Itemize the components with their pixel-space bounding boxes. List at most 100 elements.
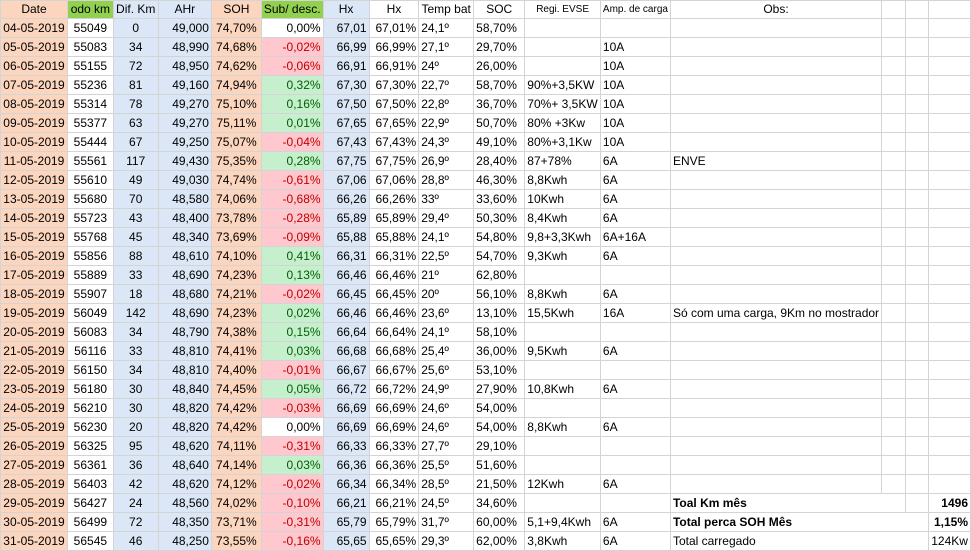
header-empty[interactable] bbox=[881, 0, 907, 19]
dif-km-cell[interactable]: 70 bbox=[112, 189, 159, 209]
empty-cell[interactable] bbox=[928, 284, 971, 304]
hx-pct-cell[interactable]: 67,50% bbox=[368, 94, 420, 114]
sub-desc-cell[interactable]: -0,04% bbox=[260, 132, 324, 152]
amp-carga-cell[interactable]: 6A bbox=[599, 246, 671, 266]
dif-km-cell[interactable]: 24 bbox=[112, 493, 159, 513]
obs-cell[interactable] bbox=[669, 417, 883, 437]
sub-desc-cell[interactable]: -0,10% bbox=[260, 493, 324, 513]
odo-km-cell[interactable]: 56427 bbox=[67, 493, 114, 513]
date-cell[interactable]: 28-05-2019 bbox=[0, 474, 68, 494]
date-cell[interactable]: 14-05-2019 bbox=[0, 208, 68, 228]
empty-cell[interactable] bbox=[881, 398, 907, 418]
soh-cell[interactable]: 74,40% bbox=[210, 360, 262, 380]
regi-evse-cell[interactable]: 87+78% bbox=[524, 151, 601, 171]
soc-cell[interactable]: 34,60% bbox=[473, 493, 526, 513]
regi-evse-cell[interactable]: 3,8Kwh bbox=[524, 531, 601, 551]
hx-cell[interactable]: 66,69 bbox=[322, 417, 370, 437]
empty-cell[interactable] bbox=[905, 227, 930, 247]
temp-bat-cell[interactable]: 24,1º bbox=[418, 18, 475, 38]
sub-desc-cell[interactable]: -0,03% bbox=[260, 398, 324, 418]
soc-cell[interactable]: 28,40% bbox=[473, 151, 526, 171]
empty-cell[interactable] bbox=[928, 227, 971, 247]
regi-evse-cell[interactable] bbox=[524, 360, 601, 380]
soh-cell[interactable]: 74,02% bbox=[210, 493, 262, 513]
empty-cell[interactable] bbox=[905, 398, 930, 418]
empty-cell[interactable] bbox=[928, 56, 971, 76]
regi-evse-cell[interactable] bbox=[524, 436, 601, 456]
odo-km-cell[interactable]: 56049 bbox=[67, 303, 114, 323]
sub-desc-cell[interactable]: -0,16% bbox=[260, 531, 324, 551]
soh-cell[interactable]: 74,11% bbox=[210, 436, 262, 456]
empty-cell[interactable] bbox=[905, 284, 930, 304]
temp-bat-cell[interactable]: 22,5º bbox=[418, 246, 475, 266]
empty-cell[interactable] bbox=[905, 493, 930, 513]
soc-cell[interactable]: 46,30% bbox=[473, 170, 526, 190]
temp-bat-cell[interactable]: 24,6º bbox=[418, 398, 475, 418]
obs-cell[interactable] bbox=[669, 341, 883, 361]
odo-km-cell[interactable]: 55155 bbox=[67, 56, 114, 76]
amp-carga-cell[interactable] bbox=[599, 265, 671, 285]
empty-cell[interactable] bbox=[905, 208, 930, 228]
regi-evse-cell[interactable]: 9,8+3,3Kwh bbox=[524, 227, 601, 247]
date-cell[interactable]: 22-05-2019 bbox=[0, 360, 68, 380]
ahr-cell[interactable]: 49,000 bbox=[157, 18, 212, 38]
hx-pct-cell[interactable]: 66,33% bbox=[368, 436, 420, 456]
hx-pct-cell[interactable]: 66,36% bbox=[368, 455, 420, 475]
odo-km-cell[interactable]: 55680 bbox=[67, 189, 114, 209]
ahr-cell[interactable]: 48,620 bbox=[157, 474, 212, 494]
soc-cell[interactable]: 58,10% bbox=[473, 322, 526, 342]
sub-desc-cell[interactable]: -0,31% bbox=[260, 512, 324, 532]
regi-evse-cell[interactable]: 10Kwh bbox=[524, 189, 601, 209]
amp-carga-cell[interactable]: 10A bbox=[599, 37, 671, 57]
sub-desc-cell[interactable]: 0,03% bbox=[260, 455, 324, 475]
sub-desc-cell[interactable]: -0,02% bbox=[260, 37, 324, 57]
empty-cell[interactable] bbox=[928, 341, 971, 361]
hx-pct-cell[interactable]: 65,88% bbox=[368, 227, 420, 247]
empty-cell[interactable] bbox=[905, 113, 930, 133]
empty-cell[interactable] bbox=[928, 455, 971, 475]
soc-cell[interactable]: 53,10% bbox=[473, 360, 526, 380]
ahr-cell[interactable]: 48,400 bbox=[157, 208, 212, 228]
obs-cell[interactable] bbox=[669, 18, 883, 38]
hx-pct-cell[interactable]: 66,91% bbox=[368, 56, 420, 76]
hx-pct-cell[interactable]: 66,72% bbox=[368, 379, 420, 399]
hx-cell[interactable]: 66,31 bbox=[322, 246, 370, 266]
soc-cell[interactable]: 29,70% bbox=[473, 37, 526, 57]
empty-cell[interactable] bbox=[905, 474, 930, 494]
dif-km-cell[interactable]: 88 bbox=[112, 246, 159, 266]
dif-km-cell[interactable]: 30 bbox=[112, 379, 159, 399]
hx-cell[interactable]: 65,79 bbox=[322, 512, 370, 532]
hx-cell[interactable]: 67,43 bbox=[322, 132, 370, 152]
dif-km-cell[interactable]: 45 bbox=[112, 227, 159, 247]
hx-pct-cell[interactable]: 67,75% bbox=[368, 151, 420, 171]
empty-cell[interactable] bbox=[928, 436, 971, 456]
sub-desc-cell[interactable]: -0,06% bbox=[260, 56, 324, 76]
hx-pct-cell[interactable]: 66,99% bbox=[368, 37, 420, 57]
odo-km-cell[interactable]: 55083 bbox=[67, 37, 114, 57]
obs-cell[interactable] bbox=[669, 113, 883, 133]
sub-desc-cell[interactable]: 0,00% bbox=[260, 18, 324, 38]
empty-cell[interactable] bbox=[881, 113, 907, 133]
odo-km-cell[interactable]: 55856 bbox=[67, 246, 114, 266]
regi-evse-cell[interactable]: 9,5Kwh bbox=[524, 341, 601, 361]
obs-cell[interactable] bbox=[669, 398, 883, 418]
soc-cell[interactable]: 50,70% bbox=[473, 113, 526, 133]
empty-cell[interactable] bbox=[881, 284, 907, 304]
regi-evse-cell[interactable]: 8,8Kwh bbox=[524, 170, 601, 190]
empty-cell[interactable] bbox=[928, 246, 971, 266]
empty-cell[interactable] bbox=[881, 265, 907, 285]
ahr-cell[interactable]: 48,790 bbox=[157, 322, 212, 342]
odo-km-cell[interactable]: 56545 bbox=[67, 531, 114, 551]
temp-bat-cell[interactable]: 25,5º bbox=[418, 455, 475, 475]
odo-km-cell[interactable]: 56180 bbox=[67, 379, 114, 399]
date-cell[interactable]: 30-05-2019 bbox=[0, 512, 68, 532]
date-cell[interactable]: 24-05-2019 bbox=[0, 398, 68, 418]
empty-cell[interactable] bbox=[881, 132, 907, 152]
amp-carga-cell[interactable]: 6A bbox=[599, 474, 671, 494]
regi-evse-cell[interactable] bbox=[524, 493, 601, 513]
ahr-cell[interactable]: 48,560 bbox=[157, 493, 212, 513]
ahr-cell[interactable]: 49,270 bbox=[157, 94, 212, 114]
date-cell[interactable]: 11-05-2019 bbox=[0, 151, 68, 171]
empty-cell[interactable] bbox=[881, 151, 907, 171]
empty-cell[interactable] bbox=[881, 455, 907, 475]
